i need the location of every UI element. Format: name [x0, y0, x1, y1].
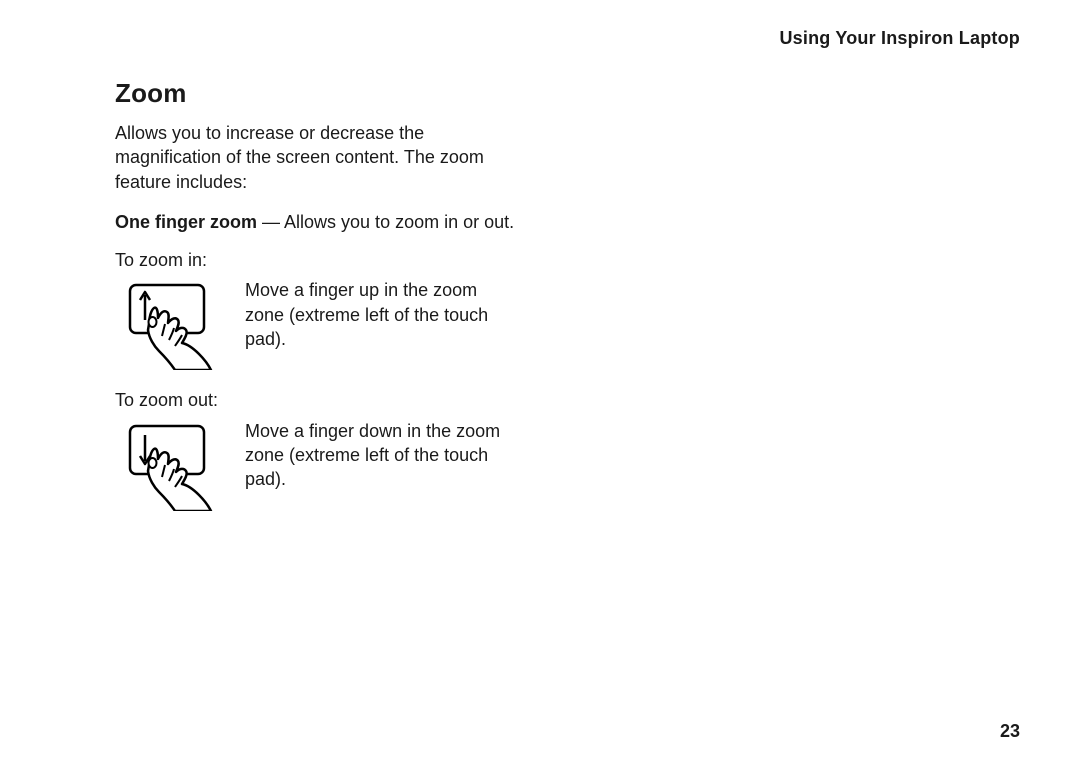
- content-column: Zoom Allows you to increase or decrease …: [115, 78, 535, 529]
- running-header: Using Your Inspiron Laptop: [779, 28, 1020, 49]
- zoom-out-row: Move a finger down in the zoom zone (ext…: [127, 419, 535, 511]
- finger-down-icon: [127, 419, 227, 511]
- section-title: Zoom: [115, 78, 535, 109]
- zoom-in-label: To zoom in:: [115, 248, 535, 272]
- zoom-out-text: Move a finger down in the zoom zone (ext…: [245, 419, 510, 492]
- zoom-in-text: Move a finger up in the zoom zone (extre…: [245, 278, 510, 351]
- one-finger-zoom-rest: — Allows you to zoom in or out.: [257, 212, 514, 232]
- intro-paragraph: Allows you to increase or decrease the m…: [115, 121, 535, 194]
- one-finger-zoom-bold: One finger zoom: [115, 212, 257, 232]
- page-number: 23: [1000, 721, 1020, 742]
- finger-up-icon: [127, 278, 227, 370]
- manual-page: Using Your Inspiron Laptop Zoom Allows y…: [0, 0, 1080, 766]
- zoom-out-label: To zoom out:: [115, 388, 535, 412]
- zoom-in-row: Move a finger up in the zoom zone (extre…: [127, 278, 535, 370]
- one-finger-zoom-paragraph: One finger zoom — Allows you to zoom in …: [115, 210, 535, 234]
